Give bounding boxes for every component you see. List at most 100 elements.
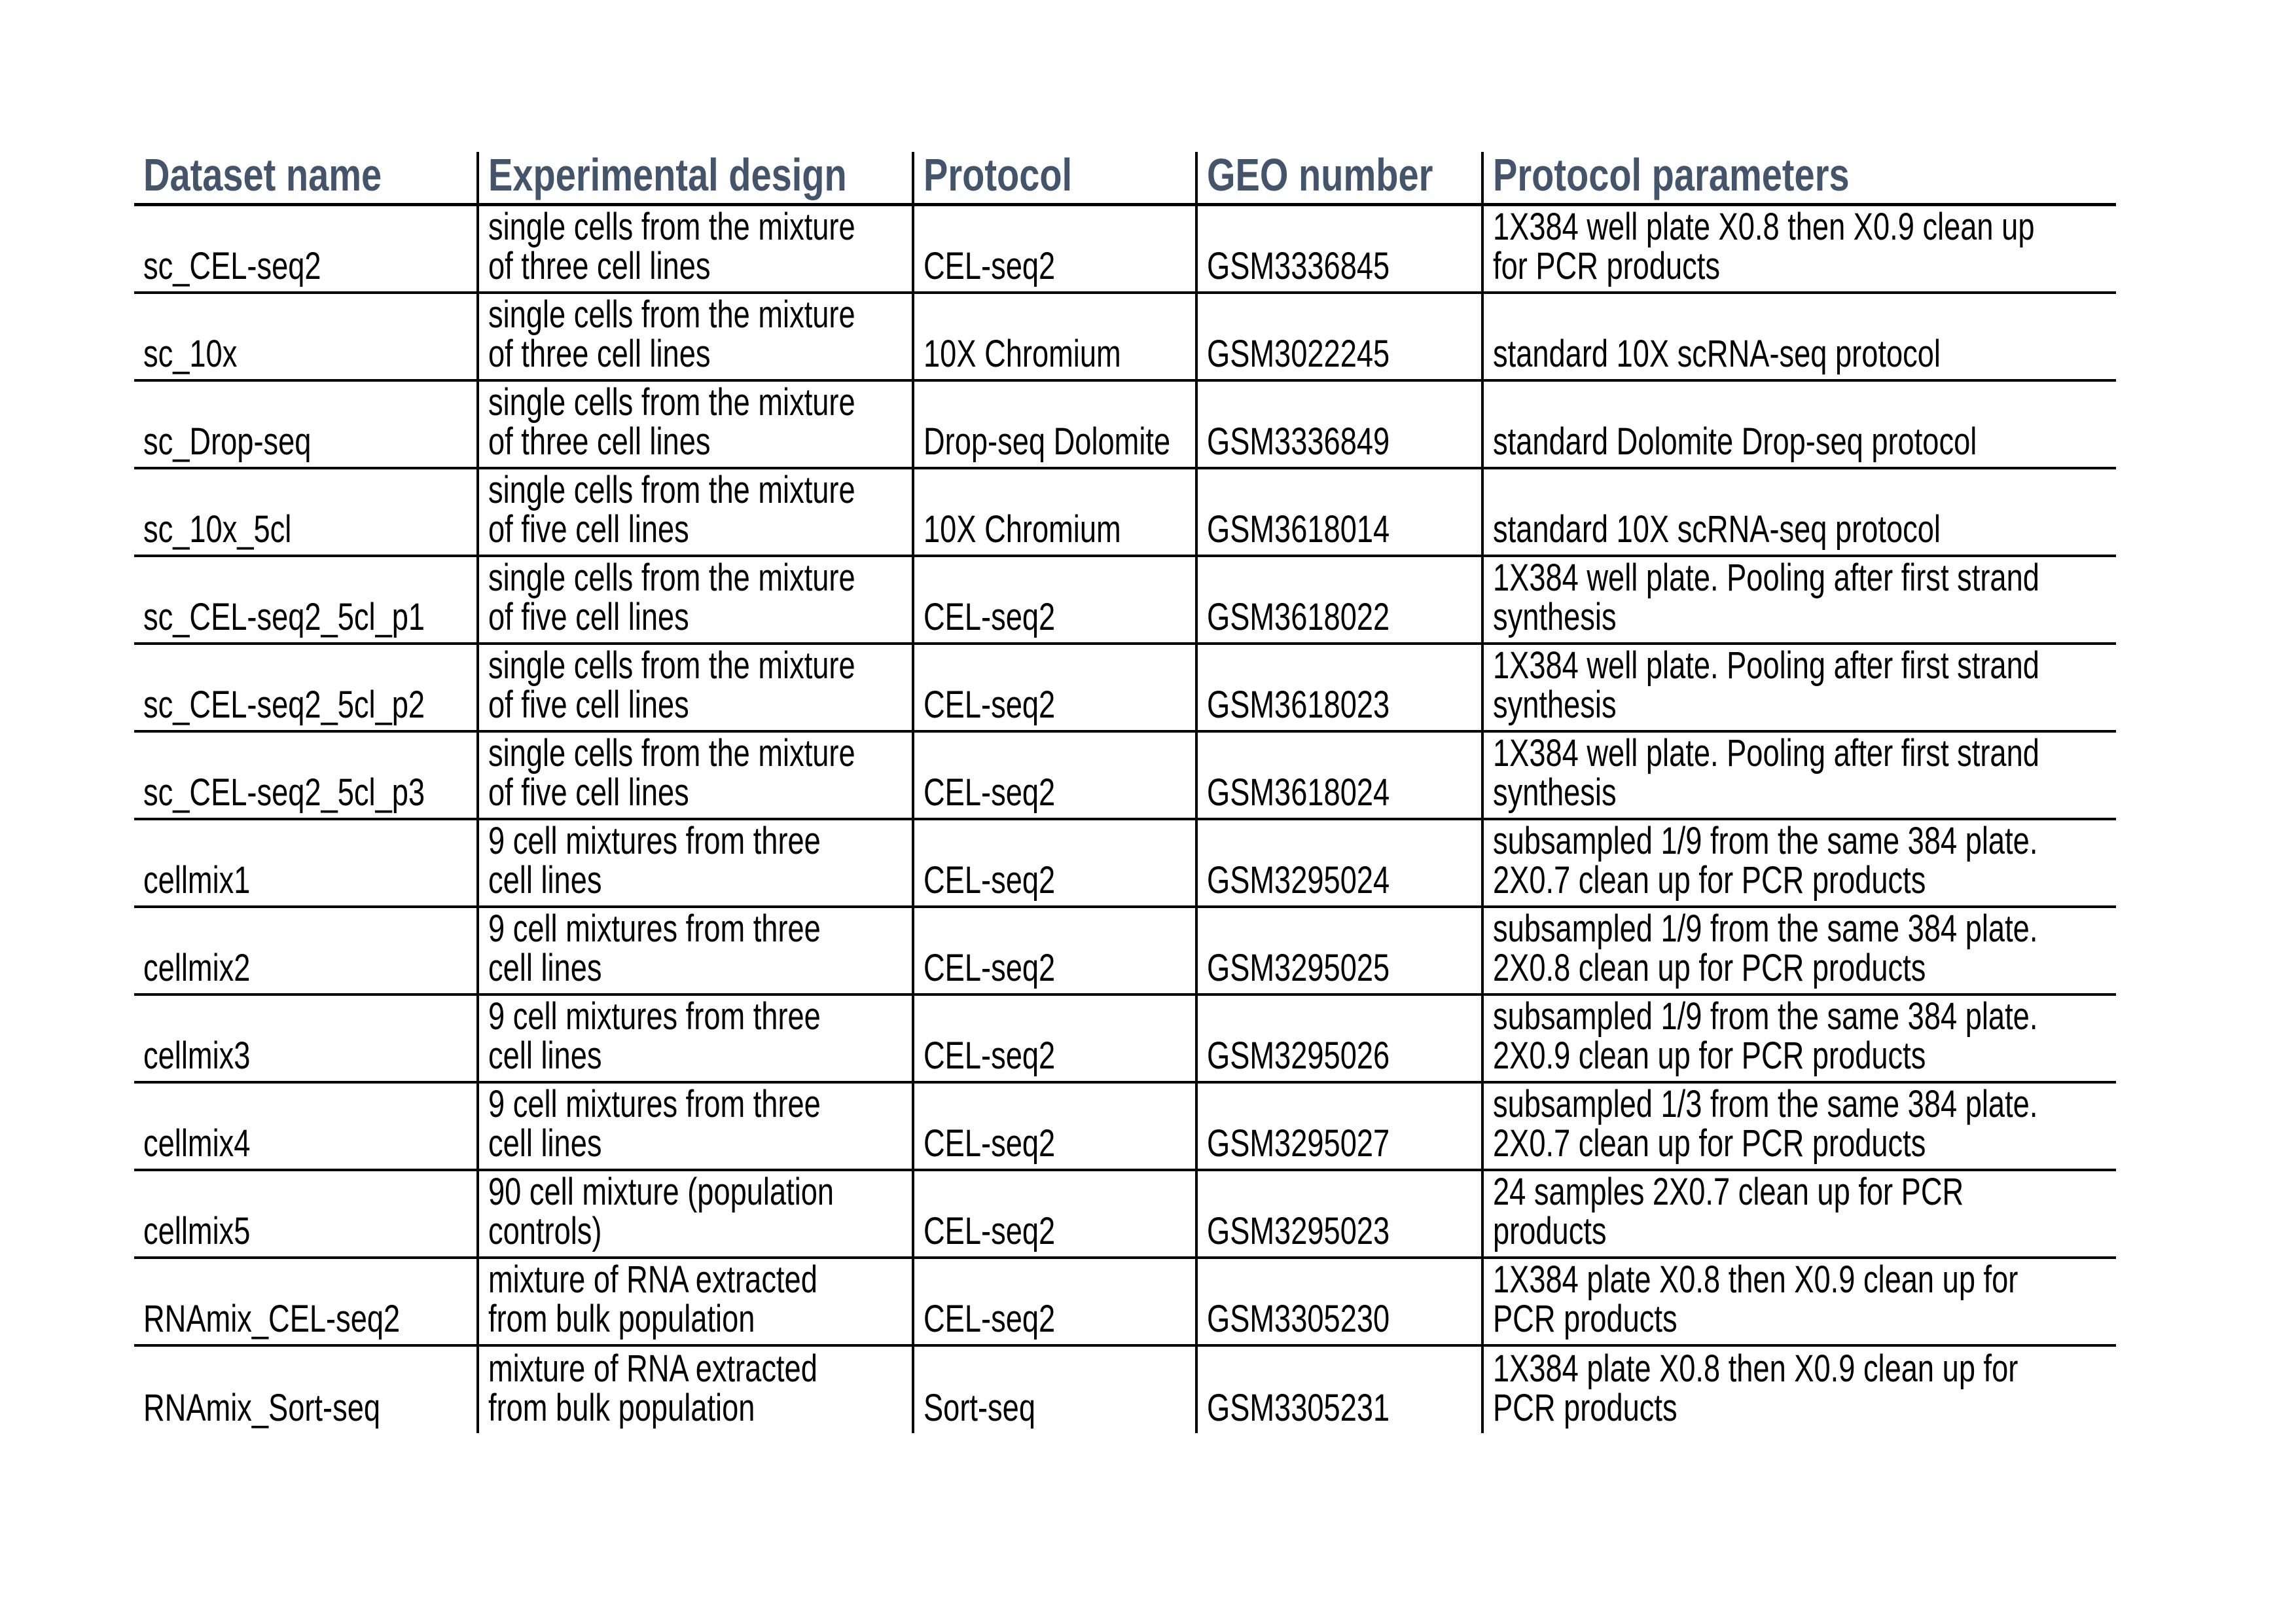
cell-dataset: RNAmix_Sort-seq — [134, 1345, 479, 1433]
cell-design: single cells from the mixture of three c… — [478, 380, 914, 469]
protocol: CEL-seq2 — [924, 771, 1056, 814]
cell-params: 1X384 well plate X0.8 then X0.9 clean up… — [1482, 204, 2116, 294]
cell-params: 1X384 well plate. Pooling after first st… — [1482, 731, 2116, 820]
table-row-sc-10x-5cl: sc_10x_5cl single cells from the mixture… — [134, 467, 2116, 557]
dataset-name: sc_10x — [143, 332, 238, 375]
protocol: 10X Chromium — [924, 332, 1121, 375]
geo-number: GSM3618023 — [1207, 683, 1390, 726]
cell-protocol: CEL-seq2 — [913, 906, 1198, 996]
experimental-design: mixture of RNA extracted from bulk popul… — [488, 1258, 817, 1340]
protocol: CEL-seq2 — [924, 946, 1056, 989]
protocol-parameters: 1X384 well plate. Pooling after first st… — [1493, 556, 2039, 638]
protocol-parameters: 1X384 well plate. Pooling after first st… — [1493, 731, 2039, 814]
table-row-cellmix5: cellmix5 90 cell mixture (population con… — [134, 1169, 2116, 1259]
protocol: Drop-seq Dolomite — [924, 420, 1171, 463]
cell-design: 9 cell mixtures from three cell lines — [478, 818, 914, 908]
cell-dataset: sc_CEL-seq2_5cl_p3 — [134, 731, 479, 820]
cell-geo: GSM3618022 — [1196, 555, 1484, 645]
cell-geo: GSM3295025 — [1196, 906, 1484, 996]
protocol: CEL-seq2 — [924, 595, 1056, 638]
cell-params: 1X384 well plate. Pooling after first st… — [1482, 643, 2116, 733]
cell-design: 9 cell mixtures from three cell lines — [478, 1082, 914, 1171]
cell-params: standard Dolomite Drop-seq protocol — [1482, 380, 2116, 469]
cell-dataset: cellmix3 — [134, 994, 479, 1084]
cell-geo: GSM3618024 — [1196, 731, 1484, 820]
column-header-label: Protocol parameters — [1493, 149, 1850, 200]
table-row-cellmix2: cellmix2 9 cell mixtures from three cell… — [134, 906, 2116, 996]
protocol-parameters: standard 10X scRNA-seq protocol — [1493, 332, 1941, 375]
cell-protocol: CEL-seq2 — [913, 1169, 1198, 1259]
column-header-label: Protocol — [924, 149, 1073, 200]
dataset-name: sc_CEL-seq2 — [143, 244, 321, 287]
protocol: CEL-seq2 — [924, 1209, 1056, 1252]
protocol: CEL-seq2 — [924, 1034, 1056, 1077]
geo-number: GSM3618014 — [1207, 507, 1390, 551]
experimental-design: single cells from the mixture of five ce… — [488, 731, 855, 814]
cell-dataset: cellmix5 — [134, 1169, 479, 1259]
dataset-name: RNAmix_CEL-seq2 — [143, 1297, 401, 1340]
cell-protocol: CEL-seq2 — [913, 1257, 1198, 1347]
protocol-parameters: standard Dolomite Drop-seq protocol — [1493, 420, 1977, 463]
cell-geo: GSM3305231 — [1196, 1345, 1484, 1433]
cell-protocol: CEL-seq2 — [913, 818, 1198, 908]
cell-protocol: 10X Chromium — [913, 292, 1198, 382]
cell-geo: GSM3336845 — [1196, 204, 1484, 294]
cell-dataset: sc_CEL-seq2 — [134, 204, 479, 294]
geo-number: GSM3295025 — [1207, 946, 1390, 989]
cell-dataset: cellmix1 — [134, 818, 479, 908]
experimental-design: single cells from the mixture of three c… — [488, 205, 855, 287]
cell-params: subsampled 1/9 from the same 384 plate. … — [1482, 994, 2116, 1084]
experimental-design: 90 cell mixture (population controls) — [488, 1170, 834, 1252]
column-header-geo-number: GEO number — [1196, 152, 1484, 206]
dataset-name: sc_Drop-seq — [143, 420, 312, 463]
geo-number: GSM3618022 — [1207, 595, 1390, 638]
table-row-cellmix3: cellmix3 9 cell mixtures from three cell… — [134, 994, 2116, 1084]
cell-geo: GSM3295023 — [1196, 1169, 1484, 1259]
experimental-design: 9 cell mixtures from three cell lines — [488, 1082, 821, 1165]
dataset-name: cellmix1 — [143, 858, 251, 902]
cell-protocol: CEL-seq2 — [913, 204, 1198, 294]
header-row: Dataset name Experimental design Protoco… — [134, 149, 2116, 206]
cell-design: single cells from the mixture of three c… — [478, 292, 914, 382]
experimental-design: 9 cell mixtures from three cell lines — [488, 819, 821, 902]
protocol: 10X Chromium — [924, 507, 1121, 551]
dataset-name: cellmix4 — [143, 1122, 251, 1165]
protocol: CEL-seq2 — [924, 1297, 1056, 1340]
column-header-protocol: Protocol — [913, 149, 1198, 206]
cell-design: single cells from the mixture of five ce… — [478, 643, 914, 733]
cell-design: 90 cell mixture (population controls) — [478, 1169, 914, 1259]
cell-dataset: sc_10x_5cl — [134, 467, 479, 557]
protocol: CEL-seq2 — [924, 1122, 1056, 1165]
cell-geo: GSM3618014 — [1196, 467, 1484, 557]
cell-dataset: RNAmix_CEL-seq2 — [134, 1257, 479, 1347]
cell-dataset: cellmix2 — [134, 906, 479, 996]
cell-protocol: CEL-seq2 — [913, 1082, 1198, 1171]
cell-params: 1X384 well plate. Pooling after first st… — [1482, 555, 2116, 645]
dataset-name: sc_CEL-seq2_5cl_p1 — [143, 595, 425, 638]
cell-design: single cells from the mixture of five ce… — [478, 731, 914, 820]
protocol: Sort-seq — [924, 1386, 1035, 1429]
protocol-parameters: subsampled 1/9 from the same 384 plate. … — [1493, 994, 2038, 1077]
cell-protocol: CEL-seq2 — [913, 555, 1198, 645]
cell-design: mixture of RNA extracted from bulk popul… — [478, 1345, 914, 1433]
column-header-experimental-design: Experimental design — [478, 152, 914, 206]
cell-dataset: cellmix4 — [134, 1082, 479, 1171]
dataset-name: sc_CEL-seq2_5cl_p3 — [143, 771, 425, 814]
geo-number: GSM3336845 — [1207, 244, 1390, 287]
cell-params: 1X384 plate X0.8 then X0.9 clean up for … — [1482, 1345, 2116, 1433]
experimental-design: 9 cell mixtures from three cell lines — [488, 994, 821, 1077]
table-row-rnamix-cel-seq2: RNAmix_CEL-seq2 mixture of RNA extracted… — [134, 1257, 2116, 1347]
experimental-design: 9 cell mixtures from three cell lines — [488, 907, 821, 989]
protocol-parameters: 24 samples 2X0.7 clean up for PCR produc… — [1493, 1170, 1964, 1252]
table-row-rnamix-sort-seq: RNAmix_Sort-seq mixture of RNA extracted… — [134, 1345, 2116, 1433]
table-row-sc-cel-seq2: sc_CEL-seq2 single cells from the mixtur… — [134, 204, 2116, 294]
cell-design: 9 cell mixtures from three cell lines — [478, 906, 914, 996]
cell-geo: GSM3305230 — [1196, 1257, 1484, 1347]
cell-geo: GSM3295024 — [1196, 818, 1484, 908]
protocol-parameters: 1X384 well plate X0.8 then X0.9 clean up… — [1493, 205, 2035, 287]
dataset-name: cellmix5 — [143, 1209, 251, 1252]
cell-dataset: sc_CEL-seq2_5cl_p1 — [134, 555, 479, 645]
column-header-label: Dataset name — [143, 149, 382, 200]
cell-protocol: Drop-seq Dolomite — [913, 380, 1198, 469]
experimental-design: mixture of RNA extracted from bulk popul… — [488, 1347, 817, 1429]
